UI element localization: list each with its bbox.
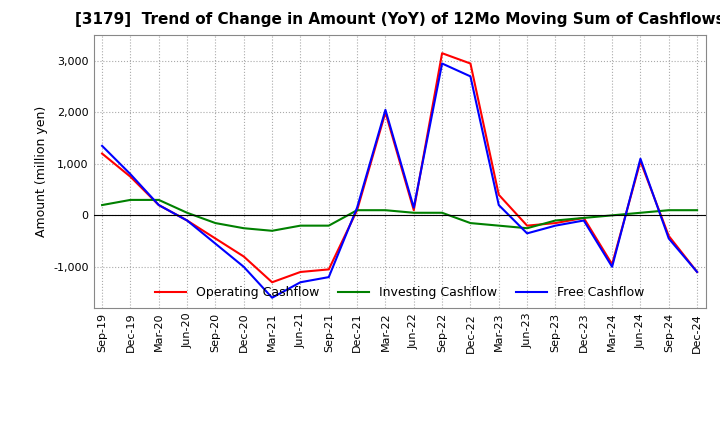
Y-axis label: Amount (million yen): Amount (million yen) bbox=[35, 106, 48, 237]
Investing Cashflow bbox=[636, 210, 644, 216]
Free Cashflow bbox=[551, 223, 559, 228]
Free Cashflow bbox=[580, 218, 588, 223]
Investing Cashflow bbox=[466, 220, 474, 226]
Free Cashflow bbox=[126, 172, 135, 177]
Line: Free Cashflow: Free Cashflow bbox=[102, 63, 697, 298]
Operating Cashflow bbox=[495, 192, 503, 198]
Investing Cashflow bbox=[296, 223, 305, 228]
Free Cashflow bbox=[495, 202, 503, 208]
Investing Cashflow bbox=[608, 213, 616, 218]
Operating Cashflow bbox=[551, 220, 559, 226]
Free Cashflow bbox=[523, 231, 531, 236]
Free Cashflow bbox=[98, 143, 107, 149]
Operating Cashflow bbox=[523, 223, 531, 228]
Operating Cashflow bbox=[665, 233, 673, 238]
Investing Cashflow bbox=[98, 202, 107, 208]
Investing Cashflow bbox=[240, 226, 248, 231]
Free Cashflow bbox=[636, 156, 644, 161]
Investing Cashflow bbox=[438, 210, 446, 216]
Free Cashflow bbox=[325, 275, 333, 280]
Operating Cashflow bbox=[438, 51, 446, 56]
Investing Cashflow bbox=[523, 226, 531, 231]
Free Cashflow bbox=[608, 264, 616, 269]
Operating Cashflow bbox=[126, 174, 135, 180]
Investing Cashflow bbox=[126, 197, 135, 202]
Operating Cashflow bbox=[268, 280, 276, 285]
Investing Cashflow bbox=[155, 197, 163, 202]
Free Cashflow bbox=[268, 295, 276, 301]
Investing Cashflow bbox=[183, 210, 192, 216]
Title: [3179]  Trend of Change in Amount (YoY) of 12Mo Moving Sum of Cashflows: [3179] Trend of Change in Amount (YoY) o… bbox=[75, 12, 720, 27]
Investing Cashflow bbox=[580, 215, 588, 220]
Operating Cashflow bbox=[580, 215, 588, 220]
Investing Cashflow bbox=[693, 208, 701, 213]
Free Cashflow bbox=[466, 74, 474, 79]
Operating Cashflow bbox=[381, 110, 390, 115]
Operating Cashflow bbox=[466, 61, 474, 66]
Operating Cashflow bbox=[608, 262, 616, 267]
Operating Cashflow bbox=[353, 208, 361, 213]
Operating Cashflow bbox=[240, 254, 248, 259]
Free Cashflow bbox=[211, 241, 220, 246]
Investing Cashflow bbox=[268, 228, 276, 234]
Operating Cashflow bbox=[693, 269, 701, 275]
Free Cashflow bbox=[155, 202, 163, 208]
Free Cashflow bbox=[183, 218, 192, 223]
Free Cashflow bbox=[240, 264, 248, 269]
Line: Investing Cashflow: Investing Cashflow bbox=[102, 200, 697, 231]
Investing Cashflow bbox=[381, 208, 390, 213]
Free Cashflow bbox=[381, 107, 390, 113]
Free Cashflow bbox=[693, 269, 701, 275]
Investing Cashflow bbox=[325, 223, 333, 228]
Investing Cashflow bbox=[211, 220, 220, 226]
Operating Cashflow bbox=[325, 267, 333, 272]
Investing Cashflow bbox=[410, 210, 418, 216]
Operating Cashflow bbox=[211, 236, 220, 241]
Line: Operating Cashflow: Operating Cashflow bbox=[102, 53, 697, 282]
Free Cashflow bbox=[665, 236, 673, 241]
Operating Cashflow bbox=[183, 218, 192, 223]
Free Cashflow bbox=[353, 205, 361, 210]
Free Cashflow bbox=[296, 280, 305, 285]
Investing Cashflow bbox=[495, 223, 503, 228]
Investing Cashflow bbox=[353, 208, 361, 213]
Free Cashflow bbox=[438, 61, 446, 66]
Investing Cashflow bbox=[665, 208, 673, 213]
Operating Cashflow bbox=[410, 208, 418, 213]
Legend: Operating Cashflow, Investing Cashflow, Free Cashflow: Operating Cashflow, Investing Cashflow, … bbox=[150, 282, 649, 304]
Operating Cashflow bbox=[296, 269, 305, 275]
Free Cashflow bbox=[410, 205, 418, 210]
Operating Cashflow bbox=[155, 202, 163, 208]
Operating Cashflow bbox=[636, 159, 644, 164]
Operating Cashflow bbox=[98, 151, 107, 156]
Investing Cashflow bbox=[551, 218, 559, 223]
